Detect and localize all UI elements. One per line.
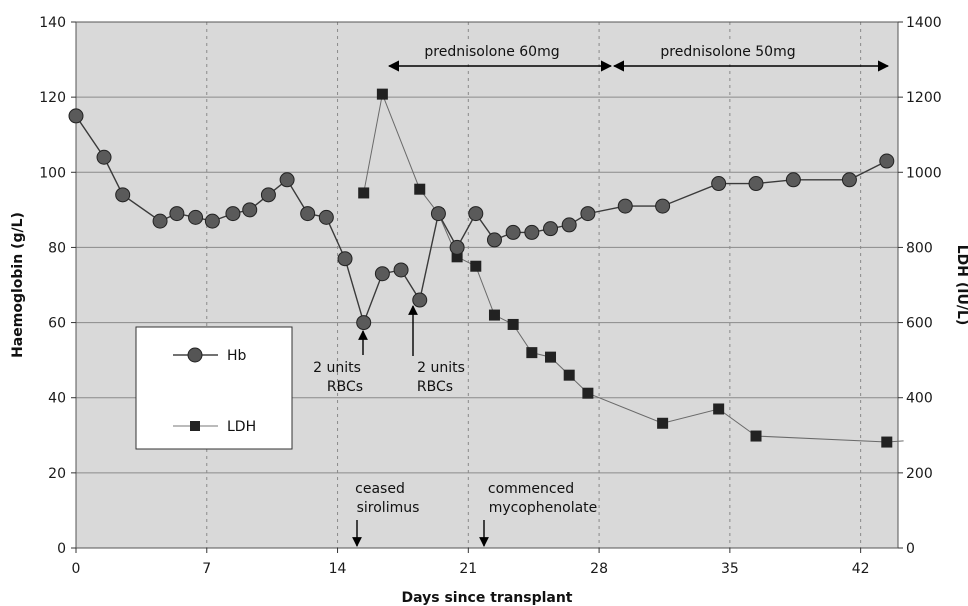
hb-point: [543, 221, 559, 237]
ldh-point: [488, 309, 500, 321]
y-left-tick-label: 40: [48, 391, 66, 407]
hb-point: [374, 266, 390, 282]
legend: Hb LDH: [135, 326, 293, 450]
hb-point: [561, 217, 577, 233]
ldh-point: [881, 436, 893, 448]
ldh-point: [376, 88, 388, 100]
pred50-label-bg: [640, 40, 818, 62]
hb-point: [152, 213, 168, 229]
x-tick-label: 28: [590, 561, 608, 577]
legend-hb-marker: [187, 347, 203, 363]
plot-area: [76, 22, 898, 548]
hb-point: [430, 206, 446, 222]
hb-point: [505, 224, 521, 240]
legend-ldh-marker: [190, 421, 200, 431]
y-right-tick-label: 1000: [906, 165, 942, 181]
x-tick-label: 14: [329, 561, 347, 577]
x-tick-label: 21: [459, 561, 477, 577]
hb-line: [75, 115, 888, 325]
hb-point: [169, 206, 185, 222]
hb-point: [449, 239, 465, 255]
y-right-tick-label: 1400: [906, 15, 942, 31]
mycophenolate-label-line2: mycophenolate: [489, 500, 598, 516]
pred60-label-bg: [410, 40, 580, 62]
sirolimus-label-line1: ceased: [355, 481, 405, 497]
ldh-point: [507, 318, 519, 330]
legend-hb-label: Hb: [227, 348, 247, 364]
hb-point: [748, 176, 764, 192]
ldh-point: [545, 351, 557, 363]
hb-point: [785, 172, 801, 188]
x-tick-label: 0: [72, 561, 81, 577]
ldh-point: [358, 187, 370, 199]
hb-point: [242, 202, 258, 218]
ldh-point: [414, 183, 426, 195]
hb-point: [393, 262, 409, 278]
hb-point: [318, 209, 334, 225]
hb-point: [260, 187, 276, 203]
hb-point: [204, 213, 220, 229]
x-tick-label: 7: [202, 561, 211, 577]
y-axis-right-title: LDH (IU/L): [954, 245, 968, 326]
legend-ldh-label: LDH: [227, 419, 256, 435]
hb-point: [468, 206, 484, 222]
y-left-tick-label: 20: [48, 466, 66, 482]
hb-point: [300, 206, 316, 222]
hb-point: [486, 232, 502, 248]
ldh-point: [563, 369, 575, 381]
hb-point: [617, 198, 633, 214]
sirolimus-label-line2: sirolimus: [357, 500, 420, 516]
hb-point: [279, 172, 295, 188]
plot-border: [75, 21, 899, 549]
y-left-tick-label: 80: [48, 240, 66, 256]
hb-point: [225, 206, 241, 222]
hb-point: [711, 176, 727, 192]
series-marks: [68, 88, 895, 448]
y-right-tick-label: 0: [906, 541, 915, 557]
hb-point: [96, 149, 112, 165]
rbc1-label-line2: RBCs: [327, 379, 363, 395]
hb-point: [337, 251, 353, 267]
mycophenolate-label-line1: commenced: [488, 481, 574, 497]
ldh-point: [526, 347, 538, 359]
hb-point: [879, 153, 895, 169]
ldh-point: [470, 260, 482, 272]
hb-point: [356, 315, 372, 331]
y-left-tick-label: 100: [39, 165, 66, 181]
ldh-point: [713, 403, 725, 415]
hb-point: [841, 172, 857, 188]
y-right-tick-label: 1200: [906, 90, 942, 106]
y-left-tick-label: 140: [39, 15, 66, 31]
legend-box: [135, 326, 293, 450]
pred50-label: prednisolone 50mg: [660, 44, 795, 60]
hb-point: [524, 224, 540, 240]
rbc1-label-line1: 2 units: [313, 360, 361, 376]
ldh-point: [750, 430, 762, 442]
y-right-tick-label: 600: [906, 316, 933, 332]
rbc2-label-line2: RBCs: [417, 379, 453, 395]
x-tick-label: 42: [852, 561, 870, 577]
ldh-point: [582, 387, 594, 399]
y-right-tick-label: 200: [906, 466, 933, 482]
hb-point: [68, 108, 84, 124]
y-right-tick-label: 800: [906, 240, 933, 256]
pred60-label: prednisolone 60mg: [424, 44, 559, 60]
y-left-tick-label: 60: [48, 316, 66, 332]
y-left-tick-label: 0: [57, 541, 66, 557]
hb-point: [188, 209, 204, 225]
y-right-tick-label: 400: [906, 391, 933, 407]
y-axis-left-title: Haemoglobin (g/L): [10, 212, 26, 358]
hb-point: [580, 206, 596, 222]
x-axis-title: Days since transplant: [401, 590, 572, 606]
ldh-point: [657, 417, 669, 429]
x-tick-label: 35: [721, 561, 739, 577]
hb-point: [655, 198, 671, 214]
rbc2-label-line1: 2 units: [417, 360, 465, 376]
hb-point: [412, 292, 428, 308]
y-left-tick-label: 120: [39, 90, 66, 106]
ldh-point: [451, 251, 463, 263]
hb-point: [115, 187, 131, 203]
